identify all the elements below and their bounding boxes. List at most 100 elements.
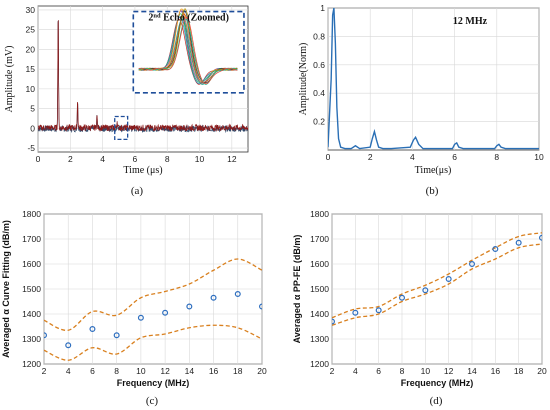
- panel-b-annotation: 12 MHz: [453, 16, 488, 27]
- c-xtick-label: 4: [66, 366, 71, 376]
- d-xtick-label: 8: [400, 366, 405, 376]
- panel-d-caption: (d): [430, 395, 443, 407]
- panel-b-ticks: 0 2 4 6 8 10 0.2 0.4 0.6 0.8 1: [313, 3, 544, 162]
- d-xtick-label: 12: [444, 366, 454, 376]
- panel-c-caption: (c): [146, 395, 159, 407]
- a-ytick-label: 20: [26, 44, 36, 54]
- c-xtick-label: 14: [185, 366, 195, 376]
- c-ytick-label: 1700: [22, 234, 41, 244]
- panel-a-caption: (a): [131, 185, 144, 197]
- panel-c-series: [44, 258, 262, 361]
- panel-b-grid: [327, 7, 540, 150]
- c-data-point: [210, 294, 217, 301]
- d-ytick-label: 1200: [310, 359, 329, 369]
- a-ytick-label: 15: [26, 64, 36, 74]
- c-xtick-label: 2: [42, 366, 47, 376]
- panel-b-ylabel: Amplitude(Norm): [298, 43, 309, 116]
- c-data-point: [137, 314, 144, 321]
- c-xtick-label: 20: [257, 366, 267, 376]
- d-xtick-label: 4: [353, 366, 358, 376]
- b-xtick-label: 6: [452, 152, 457, 162]
- inset-echo-trace: [138, 18, 238, 85]
- d-ytick-label: 1700: [310, 234, 329, 244]
- c-data-point: [44, 332, 47, 339]
- b-ytick-label: 0.4: [313, 88, 325, 98]
- d-xtick-label: 16: [491, 366, 501, 376]
- d-data-point: [375, 307, 382, 314]
- d-data-point: [492, 246, 499, 253]
- c-xtick-label: 16: [209, 366, 219, 376]
- c-data-point: [186, 303, 193, 310]
- panel-c: 2 4 6 8 10 12 14 16 18 20 1200 1300 1400 1500 1600 1700…: [1, 209, 267, 407]
- d-data-point: [515, 239, 522, 246]
- a-xtick-label: 0: [36, 154, 41, 164]
- d-data-point: [539, 234, 542, 241]
- c-ytick-label: 1800: [22, 209, 41, 219]
- d-ytick-label: 1500: [310, 284, 329, 294]
- c-data-point: [234, 291, 241, 298]
- a-xtick-label: 8: [165, 154, 170, 164]
- inset-title: 2nd Echo (Zoomed): [148, 12, 229, 24]
- a-ytick-label: 5: [30, 104, 35, 114]
- panel-a-xlabel: Time (μs): [123, 165, 162, 176]
- panel-c-ticks: 2 4 6 8 10 12 14 16 18 20 1200 1300 1400 1500 1600 1700…: [22, 209, 267, 376]
- d-data-point: [445, 276, 452, 283]
- c-upper-bound-line: [44, 258, 262, 331]
- d-xtick-label: 2: [330, 366, 335, 376]
- panel-c-grid: [43, 213, 263, 365]
- panel-d-series: [332, 232, 542, 326]
- d-data-point: [332, 318, 335, 325]
- a-ytick-label: 0: [30, 123, 35, 133]
- panel-a-traces: [38, 20, 248, 134]
- panel-d-xlabel: Frequency (MHz): [401, 378, 474, 388]
- d-ytick-label: 1400: [310, 309, 329, 319]
- a-ytick-label: 25: [26, 25, 36, 35]
- a-xtick-label: 2: [68, 154, 73, 164]
- d-data-point: [422, 287, 429, 294]
- d-xtick-label: 10: [421, 366, 431, 376]
- waveform-trace: [38, 20, 248, 132]
- a-xtick-label: 6: [133, 154, 138, 164]
- b-xtick-label: 8: [494, 152, 499, 162]
- c-xtick-label: 6: [90, 366, 95, 376]
- panel-d: 2 4 6 8 10 12 14 16 18 20 1200 1300 1400 1500 1600 1700…: [292, 209, 547, 407]
- d-ytick-label: 1300: [310, 334, 329, 344]
- c-ytick-label: 1500: [22, 284, 41, 294]
- panel-a: 2nd Echo (Zoomed) 0 2 4 6 8 10 12-505101520253…: [4, 5, 249, 197]
- b-ytick-label: 1: [320, 3, 325, 13]
- c-data-point: [89, 326, 96, 333]
- c-xtick-label: 12: [160, 366, 170, 376]
- panel-b: 0 2 4 6 8 10 0.2 0.4 0.6 0.8 1 12 MHz Time(μs) Amp…: [298, 3, 544, 197]
- d-lower-bound-line: [332, 243, 542, 326]
- c-xtick-label: 8: [114, 366, 119, 376]
- a-xtick-label: 4: [100, 154, 105, 164]
- d-xtick-label: 18: [514, 366, 524, 376]
- a-xtick-label: 12: [227, 154, 237, 164]
- panel-b-plot-area: [327, 7, 540, 151]
- panel-d-ticks: 2 4 6 8 10 12 14 16 18 20 1200 1300 1400 1500 1600 1700…: [310, 209, 547, 376]
- inset-echo-trace: [138, 16, 238, 85]
- panel-c-ylabel: Averaged α Curve Fitting (dB/m): [1, 220, 11, 358]
- panel-a-inset: [138, 8, 238, 85]
- d-xtick-label: 6: [376, 366, 381, 376]
- a-ytick-label: -5: [27, 143, 35, 153]
- zoom-region-box: [114, 115, 129, 141]
- d-data-point: [399, 294, 406, 301]
- d-ytick-label: 1600: [310, 259, 329, 269]
- normalized-amplitude-line: [328, 8, 539, 150]
- panel-d-ylabel: Averaged α PP-FE (dB/m): [292, 235, 302, 344]
- c-ytick-label: 1600: [22, 259, 41, 269]
- c-data-point: [162, 309, 169, 316]
- panel-b-traces: [328, 8, 539, 150]
- d-data-point: [352, 309, 359, 316]
- d-data-point: [469, 261, 476, 268]
- panel-b-xlabel: Time(μs): [415, 165, 452, 176]
- b-xtick-label: 0: [326, 152, 331, 162]
- panel-a-ylabel: Amplitude (mV): [4, 46, 15, 113]
- c-lower-bound-line: [44, 324, 262, 361]
- c-ytick-label: 1400: [22, 309, 41, 319]
- b-xtick-label: 4: [410, 152, 415, 162]
- d-ytick-label: 1800: [310, 209, 329, 219]
